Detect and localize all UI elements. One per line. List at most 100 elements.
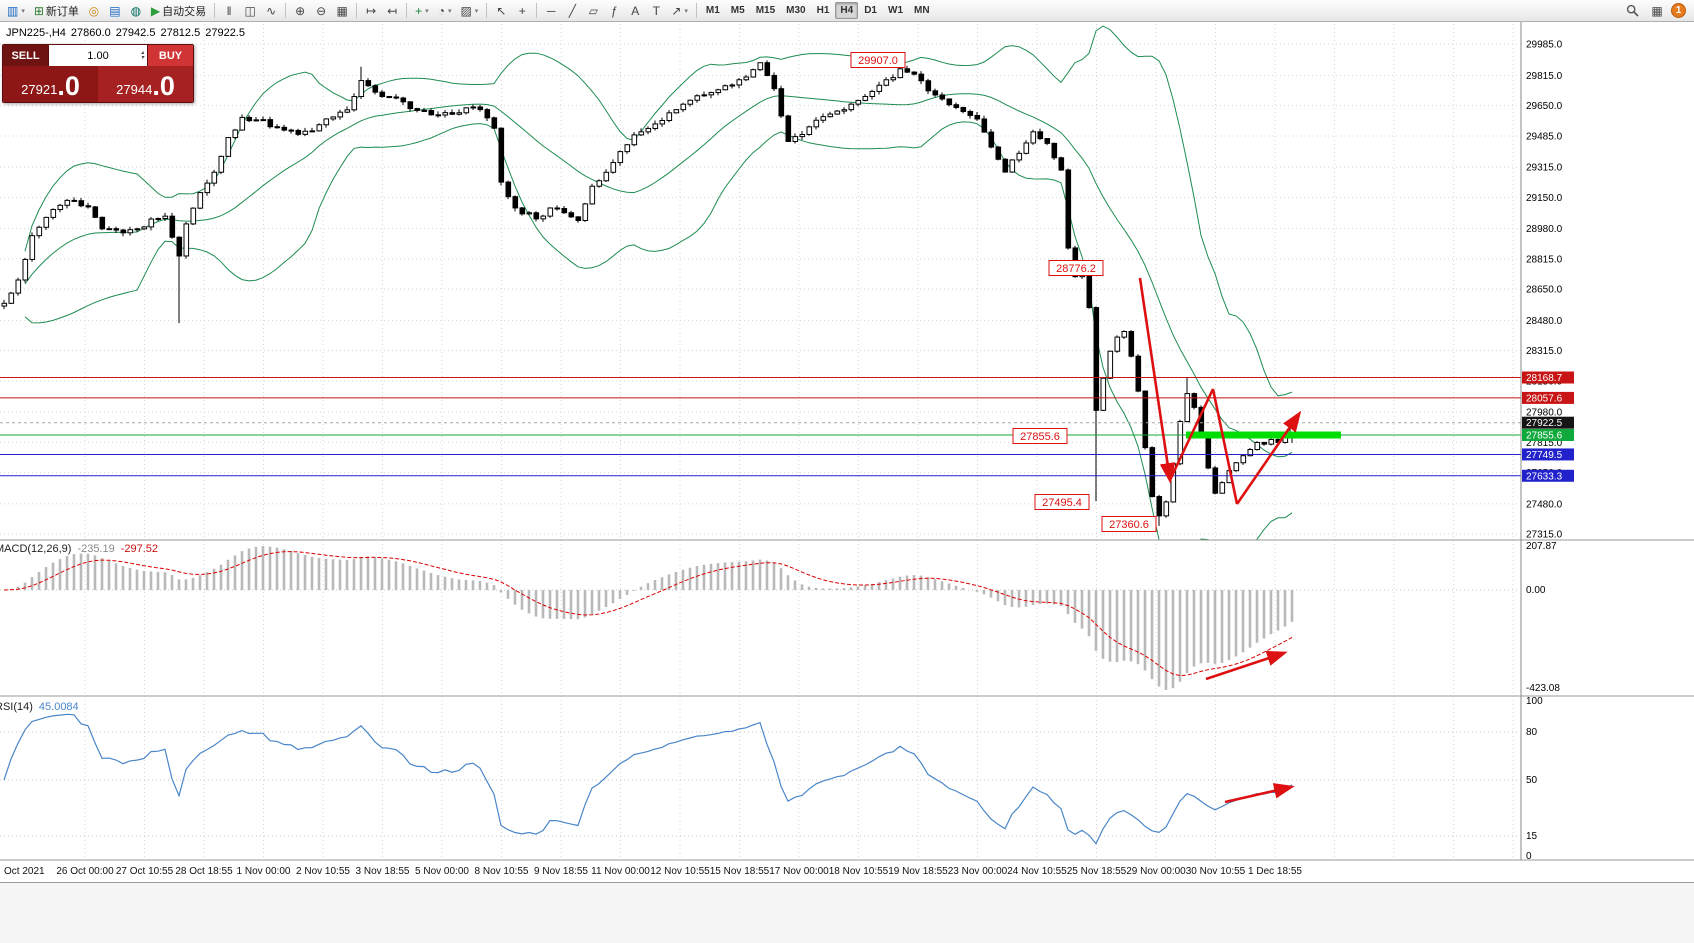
buy-button[interactable]: BUY: [147, 45, 193, 66]
chart-shift-button[interactable]: ↤: [387, 3, 398, 18]
trend-arrow[interactable]: [1211, 388, 1239, 505]
auto-scroll-button[interactable]: ↦: [366, 3, 377, 18]
toolbar-buttons: ▥ ▾ ⊞ 新订单 ◎ ▤ ◍ ▶ 自动交易 ‖ ◫ ∿ ⊕ ⊖ ▦ ↦ ↤ + ▾ ◔ ▾ ▨ ▾ ↖ + ─ ╱ ▱ ƒ A T ↗ ▾ M1…: [3, 1, 935, 20]
price-panel[interactable]: [1, 25, 1296, 570]
templates-button[interactable]: ▨ ▾: [460, 3, 479, 18]
data-window-button[interactable]: ◍: [130, 3, 142, 18]
horizontal-line-button[interactable]: ─: [547, 3, 556, 18]
price-annotation-label[interactable]: [1034, 494, 1090, 510]
toolbar-separator: [536, 3, 538, 18]
buy-price[interactable]: 27944.0: [98, 66, 193, 102]
channel-button[interactable]: ▱: [588, 3, 598, 18]
new-chart-button[interactable]: ▥ ▾: [7, 3, 25, 18]
price-tag: [1522, 371, 1574, 384]
timeframe-m1-button[interactable]: M1: [705, 5, 720, 16]
timeframe-d1-button[interactable]: D1: [864, 5, 877, 16]
trend-arrow[interactable]: [1138, 277, 1176, 484]
trend-arrow[interactable]: [1235, 410, 1302, 505]
crosshair-button[interactable]: +: [518, 3, 526, 18]
mql-community-button[interactable]: ◎: [88, 3, 100, 18]
macd-indicator-label: MACD(12,26,9) -235.19 -297.52: [0, 543, 159, 555]
text-button[interactable]: A: [631, 3, 640, 18]
indicators-button[interactable]: + ▾: [415, 3, 429, 18]
trend-arrow[interactable]: [1224, 783, 1295, 804]
timeframe-mn-button[interactable]: MN: [914, 5, 930, 16]
time-axis-label: 11 Nov 00:00: [591, 866, 650, 877]
one-click-trading-panel: SELL 1.00 ▴ ▾ BUY 27921.0 27944.0: [2, 44, 194, 103]
trend-arrow[interactable]: [1205, 650, 1288, 681]
svg-text:27855.6: 27855.6: [1020, 431, 1060, 443]
time-axis-label: 25 Nov 18:55: [1066, 866, 1127, 877]
auto-trading-button[interactable]: ▶ 自动交易: [150, 3, 207, 18]
price-annotation-label[interactable]: [1048, 260, 1104, 276]
price-annotation-label[interactable]: [1101, 516, 1157, 532]
svg-text:29485.0: 29485.0: [1526, 131, 1563, 142]
timeframe-m15-button[interactable]: M15: [755, 5, 776, 16]
svg-text:28057.6: 28057.6: [1526, 393, 1563, 404]
bollinger-lower-band: [24, 121, 1293, 540]
zoom-in-button[interactable]: ⊕: [295, 3, 306, 18]
zoom-out-button[interactable]: ⊖: [316, 3, 327, 18]
price-annotation-label[interactable]: [1012, 428, 1068, 444]
volume-spin-arrows[interactable]: ▴ ▾: [140, 49, 144, 61]
time-axis-label: 29 Nov 00:00: [1126, 866, 1186, 877]
tile-windows-button[interactable]: ▦: [336, 3, 348, 18]
timeframe-h4-button[interactable]: H4: [835, 2, 859, 19]
volume-value: 1.00: [87, 49, 109, 62]
svg-text:27495.4: 27495.4: [1042, 497, 1082, 509]
window-layout-icon[interactable]: ▦: [1651, 3, 1663, 18]
price-axis-labels: 29985.0 29815.0 29650.0 29485.0 29315.0 29150…: [1526, 40, 1563, 541]
bollinger-middle-band: [24, 93, 1293, 458]
trend-arrow[interactable]: [1168, 388, 1215, 481]
price-tag: [1522, 448, 1574, 461]
search-icon[interactable]: [1622, 1, 1643, 20]
svg-text:28980.0: 28980.0: [1526, 224, 1563, 235]
periods-button[interactable]: ◔ ▾: [437, 3, 452, 18]
time-axis: Oct 2021 26 Oct 00:00 27 Oct 10:55 28 Oct 1…: [0, 863, 1694, 881]
label-button[interactable]: T: [652, 3, 660, 18]
main-toolbar: ▥ ▾ ⊞ 新订单 ◎ ▤ ◍ ▶ 自动交易 ‖ ◫ ∿ ⊕ ⊖ ▦ ↦ ↤ + ▾ ◔ ▾ ▨ ▾ ↖ + ─ ╱ ▱ ƒ A T ↗ ▾ M1…: [0, 0, 1694, 22]
new-order-button[interactable]: ⊞ 新订单: [33, 3, 79, 18]
sell-price[interactable]: 27921.0: [3, 66, 98, 102]
svg-text:100: 100: [1526, 696, 1543, 707]
price-tag: [1522, 416, 1574, 429]
notification-badge[interactable]: 1: [1671, 3, 1686, 18]
timeframe-m30-button[interactable]: M30: [786, 5, 806, 16]
market-watch-button[interactable]: ▤: [109, 3, 121, 18]
high-value: 27942.5: [115, 27, 156, 39]
svg-text:28650.0: 28650.0: [1526, 285, 1563, 296]
timeframe-w1-button[interactable]: W1: [888, 5, 903, 16]
time-axis-label: 24 Nov 10:55: [1007, 866, 1067, 877]
timeframe-h1-button[interactable]: H1: [816, 5, 830, 16]
candles-view-button[interactable]: ◫: [244, 3, 256, 18]
svg-text:29985.0: 29985.0: [1526, 40, 1563, 51]
timeframe-m5-button[interactable]: M5: [730, 5, 745, 16]
candles: [1, 58, 1296, 526]
chart-canvas[interactable]: 29985.0 29815.0 29650.0 29485.0 29315.0 29150…: [0, 22, 1694, 883]
chart-info-line: JPN225-,H4 27860.0 27942.5 27812.5 27922.5: [6, 27, 250, 39]
time-axis-label: 1 Nov 00:00: [236, 866, 291, 877]
svg-text:28776.2: 28776.2: [1056, 263, 1096, 275]
price-annotation-label[interactable]: [850, 52, 906, 68]
arrows-button[interactable]: ↗ ▾: [671, 3, 688, 18]
bars-view-button[interactable]: ‖: [226, 3, 232, 18]
volume-stepper[interactable]: 1.00 ▴ ▾: [49, 45, 147, 66]
trendline-button[interactable]: ╱: [568, 3, 576, 18]
rsi-line: [3, 713, 1293, 845]
fibonacci-button[interactable]: ƒ: [610, 3, 618, 18]
time-axis-label: 26 Oct 00:00: [56, 866, 114, 877]
time-axis-label: 8 Nov 10:55: [474, 866, 529, 877]
svg-text:29150.0: 29150.0: [1526, 193, 1563, 204]
sell-button[interactable]: SELL: [3, 45, 49, 66]
chart-window[interactable]: 29985.0 29815.0 29650.0 29485.0 29315.0 29150…: [0, 22, 1694, 883]
toolbar-separator: [486, 3, 488, 18]
cursor-button[interactable]: ↖: [496, 3, 507, 18]
svg-text:50: 50: [1526, 775, 1538, 786]
line-view-button[interactable]: ∿: [266, 3, 277, 18]
price-tag: [1522, 391, 1574, 404]
time-axis-label: 19 Nov 18:55: [888, 866, 948, 877]
svg-text:27922.5: 27922.5: [1526, 418, 1563, 429]
time-axis-label: 28 Oct 18:55: [175, 866, 233, 877]
svg-text:27980.0: 27980.0: [1526, 408, 1563, 419]
